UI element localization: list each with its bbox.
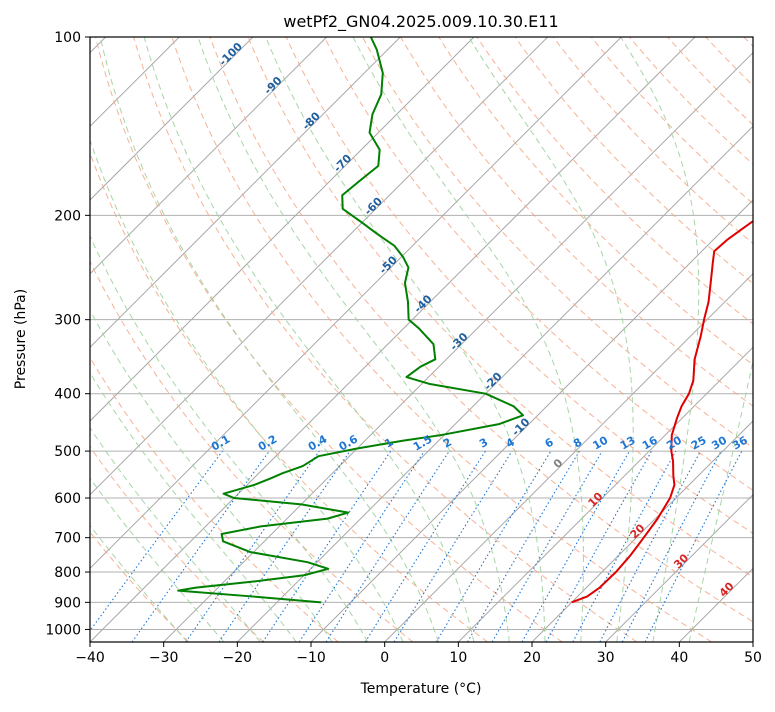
mixing-ratio-line xyxy=(365,451,485,642)
dry-adiabat xyxy=(19,37,413,642)
mixing-ratio-line xyxy=(263,451,391,642)
mixing-ratio-label: 25 xyxy=(689,434,709,453)
isotherm-line xyxy=(0,37,327,642)
x-tick-label: 50 xyxy=(744,650,762,666)
mixing-ratio-label: 0.1 xyxy=(209,433,232,454)
x-tick-label: 0 xyxy=(380,650,389,666)
mixing-ratio-line xyxy=(436,451,550,642)
isotherm-line xyxy=(753,37,775,642)
isotherm-line xyxy=(16,37,621,642)
moist-adiabat-label: 20 xyxy=(628,521,648,541)
dry-adiabat-label: -90 xyxy=(261,74,284,97)
isotherm-line xyxy=(90,37,695,642)
mixing-ratio-label: 16 xyxy=(640,433,660,452)
x-axis-label: Temperature (°C) xyxy=(360,681,482,697)
dry-adiabat-label: -40 xyxy=(411,292,434,315)
y-tick-label: 600 xyxy=(54,491,81,507)
moist-adiabat xyxy=(0,37,260,642)
mixing-ratio-label: 3 xyxy=(477,436,490,451)
dry-adiabat-label: -30 xyxy=(447,330,470,353)
dry-adiabat xyxy=(515,37,775,642)
mixing-ratio-label: 13 xyxy=(618,434,638,453)
y-tick-label: 800 xyxy=(54,565,81,581)
chart-title: wetPf2_GN04.2025.009.10.30.E11 xyxy=(283,12,558,32)
y-tick-label: 100 xyxy=(54,30,81,46)
dry-adiabat xyxy=(134,37,637,642)
y-tick-label: 400 xyxy=(54,387,81,403)
moist-adiabat xyxy=(100,37,438,642)
x-tick-label: 20 xyxy=(523,650,541,666)
y-tick-label: 200 xyxy=(54,208,81,224)
mixing-ratio-line xyxy=(82,451,223,642)
isotherm-line xyxy=(0,37,474,642)
mixing-ratio-line xyxy=(573,451,676,642)
mixing-ratio-label: 0.2 xyxy=(256,433,279,454)
dry-adiabat xyxy=(668,37,775,642)
y-tick-label: 1000 xyxy=(45,622,81,638)
moist-adiabat-label: 40 xyxy=(717,579,737,599)
x-tick-label: −30 xyxy=(149,650,179,666)
y-tick-label: 500 xyxy=(54,444,81,460)
plot-area xyxy=(0,37,775,642)
x-tick-label: 10 xyxy=(449,650,467,666)
moist-adiabat xyxy=(32,37,368,642)
dry-adiabat xyxy=(591,37,775,642)
mixing-ratio-label: 20 xyxy=(664,433,684,452)
mixing-ratio-label: 36 xyxy=(730,433,750,452)
mixing-ratio-line xyxy=(600,451,701,642)
dry-adiabat xyxy=(0,37,264,642)
y-axis-label: Pressure (hPa) xyxy=(13,289,29,389)
moist-adiabat xyxy=(0,37,224,642)
isotherm-line xyxy=(458,37,775,642)
mixing-ratio-label: 30 xyxy=(709,433,729,452)
isotherm-line xyxy=(311,37,775,642)
mixing-ratio-label: 8 xyxy=(571,436,584,451)
dry-adiabat-label: -20 xyxy=(481,370,504,393)
moist-adiabat xyxy=(4,37,332,642)
x-tick-label: −20 xyxy=(223,650,253,666)
dry-adiabat xyxy=(172,37,712,642)
dry-adiabat xyxy=(439,37,775,642)
moist-adiabat xyxy=(689,37,775,642)
mixing-ratio-line xyxy=(326,451,449,642)
moist-adiabat xyxy=(469,37,634,642)
y-tick-label: 700 xyxy=(54,531,81,547)
x-tick-label: 40 xyxy=(670,650,688,666)
y-tick-label: 300 xyxy=(54,313,81,329)
moist-adiabat-label: 30 xyxy=(671,551,691,571)
dry-adiabat-label: -80 xyxy=(300,109,323,132)
dry-adiabat-label: -70 xyxy=(331,152,354,175)
dry-adiabat-label: -100 xyxy=(216,40,245,69)
isotherm-line xyxy=(0,37,400,642)
isotherm-line xyxy=(237,37,775,642)
moist-adiabat xyxy=(63,37,403,642)
dry-adiabat xyxy=(57,37,487,642)
dry-adiabat xyxy=(744,37,775,642)
isotherm-line xyxy=(385,37,775,642)
mixing-ratio-line xyxy=(299,451,424,642)
x-tick-label: −40 xyxy=(75,650,105,666)
dry-adiabat-label: -50 xyxy=(377,253,400,276)
isotherm-line xyxy=(532,37,775,642)
x-tick-label: −10 xyxy=(296,650,326,666)
isotherm-line xyxy=(679,37,775,642)
mixing-ratio-label: 0.6 xyxy=(337,432,361,453)
mixing-ratio-label: 6 xyxy=(543,435,556,450)
dry-adiabat xyxy=(706,37,775,642)
mixing-ratio-label: 10 xyxy=(591,433,611,452)
x-tick-label: 30 xyxy=(597,650,615,666)
y-tick-label: 900 xyxy=(54,595,81,611)
dry-adiabat xyxy=(553,37,775,642)
dry-adiabat xyxy=(0,37,338,642)
moist-adiabat-label: 10 xyxy=(586,490,606,510)
